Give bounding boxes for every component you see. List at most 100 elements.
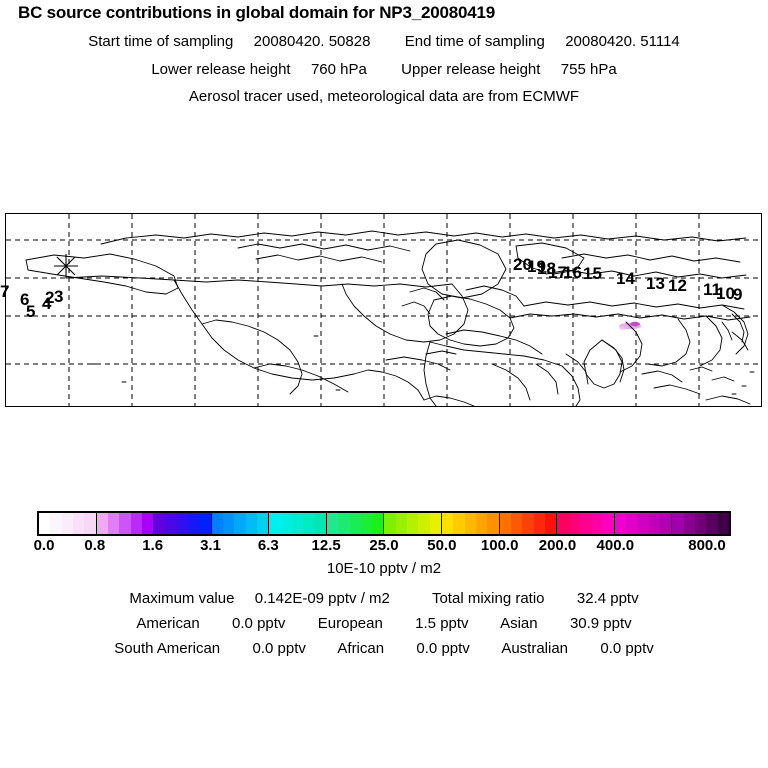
- tracer-note: Aerosol tracer used, meteorological data…: [188, 88, 580, 105]
- end-time-value: 20080420. 51114: [565, 33, 680, 50]
- trajectory-label-17: 17: [548, 263, 567, 282]
- trajectory-label-13: 13: [646, 274, 665, 293]
- colorbar-segment-1: [96, 513, 155, 534]
- colorbar-segment-4: [269, 513, 327, 534]
- colorbar-step: [487, 513, 499, 534]
- colorbar-step: [256, 513, 269, 534]
- colorbar-step: [141, 513, 154, 534]
- trajectory-label-19: 19: [527, 257, 546, 276]
- colorbar-tick-3: 3.1: [200, 537, 221, 554]
- total-mixing-ratio-label: Total mixing ratio: [431, 590, 545, 607]
- colorbar-step: [188, 513, 200, 534]
- upper-release-height-label: Upper release height: [401, 61, 541, 78]
- colorbar-tick-1: 0.8: [84, 537, 106, 554]
- colorbar-step: [694, 513, 707, 534]
- region-european-label: European: [317, 615, 383, 632]
- trajectory-label-12: 12: [668, 276, 687, 295]
- region-african-value: 0.0 pptv: [416, 640, 470, 657]
- colorbar-step: [72, 513, 85, 534]
- colorbar-step: [223, 513, 235, 534]
- colorbar-step: [130, 513, 142, 534]
- trajectory-label-15: 15: [583, 264, 602, 283]
- trajectory-label-16: 16: [563, 263, 582, 282]
- colorbar-segment-11: [672, 513, 729, 534]
- stat-row-maximum: Maximum value 0.142E-09 pptv / m2 Total …: [0, 590, 768, 607]
- start-time-value: 20080420. 50828: [253, 33, 371, 50]
- colorbar-step: [717, 513, 729, 534]
- colorbar-step: [96, 513, 108, 534]
- colorbar-step: [384, 513, 396, 534]
- release-height-line: Lower release height 760 hPa Upper relea…: [0, 61, 768, 78]
- trajectory-label-10: 10: [716, 284, 735, 303]
- colorbar[interactable]: [37, 511, 731, 536]
- colorbar-step: [442, 513, 454, 534]
- region-south-american-label: South American: [114, 640, 221, 657]
- region-australian-label: Australian: [501, 640, 569, 657]
- colorbar-step: [176, 513, 189, 534]
- colorbar-tick-10: 400.0: [596, 537, 635, 554]
- colorbar-step: [614, 513, 627, 534]
- colorbar-segment-8: [499, 513, 558, 534]
- star-marker: [54, 254, 78, 278]
- colorbar-tick-8: 100.0: [480, 537, 519, 554]
- colorbar-segment-6: [384, 513, 443, 534]
- colorbar-step: [522, 513, 534, 534]
- world-map-svg: [6, 214, 761, 406]
- colorbar-step: [464, 513, 476, 534]
- trajectory-label-14: 14: [616, 269, 635, 288]
- colorbar-step: [372, 513, 384, 534]
- colorbar-tick-5: 12.5: [311, 537, 341, 554]
- colorbar-step: [291, 513, 304, 534]
- colorbar-step: [683, 513, 695, 534]
- colorbar-step: [165, 513, 177, 534]
- stat-row-regions-1: American 0.0 pptv European 1.5 pptv Asia…: [0, 615, 768, 632]
- maximum-value-value: 0.142E-09 pptv / m2: [254, 590, 390, 607]
- colorbar-step: [499, 513, 511, 534]
- total-mixing-ratio-value: 32.4 pptv: [576, 590, 639, 607]
- colorbar-step: [475, 513, 488, 534]
- region-american-label: American: [136, 615, 200, 632]
- colorbar-step: [395, 513, 408, 534]
- lower-release-height-label: Lower release height: [151, 61, 291, 78]
- colorbar-step: [557, 513, 569, 534]
- world-map-panel[interactable]: [5, 213, 762, 407]
- start-time-label: Start time of sampling: [88, 33, 234, 50]
- region-european-value: 1.5 pptv: [415, 615, 469, 632]
- trajectory-label-18: 18: [537, 259, 556, 278]
- trajectory-label-5: 5: [26, 302, 36, 321]
- colorbar-step: [579, 513, 592, 534]
- colorbar-step: [84, 513, 96, 534]
- trajectory-label-4: 4: [42, 294, 52, 313]
- colorbar-segment-0: [39, 513, 97, 534]
- colorbar-unit-label: 10E-10 pptv / m2: [326, 560, 442, 577]
- upper-release-height-value: 755 hPa: [560, 61, 617, 78]
- colorbar-step: [637, 513, 649, 534]
- colorbar-step: [360, 513, 373, 534]
- colorbar-tick-9: 200.0: [538, 537, 577, 554]
- maximum-value-label: Maximum value: [129, 590, 235, 607]
- colorbar-tick-11: 800.0: [688, 537, 726, 554]
- colorbar-step: [672, 513, 684, 534]
- colorbar-segment-7: [442, 513, 500, 534]
- trajectory-label-7: 7: [0, 282, 10, 301]
- region-australian-value: 0.0 pptv: [600, 640, 654, 657]
- trajectory-label-9: 9: [733, 285, 743, 304]
- colorbar-step: [568, 513, 580, 534]
- colorbar-segment-10: [614, 513, 673, 534]
- colorbar-step: [119, 513, 131, 534]
- colorbar-tick-7: 50.0: [427, 537, 457, 554]
- trajectory-label-11: 11: [703, 280, 721, 299]
- colorbar-step: [107, 513, 120, 534]
- coastlines: [25, 230, 755, 406]
- colorbar-step: [154, 513, 166, 534]
- colorbar-step: [544, 513, 557, 534]
- colorbar-segment-3: [211, 513, 270, 534]
- colorbar-step: [199, 513, 211, 534]
- colorbar-step: [407, 513, 419, 534]
- colorbar-segment-9: [557, 513, 615, 534]
- colorbar-step: [533, 513, 545, 534]
- colorbar-step: [50, 513, 62, 534]
- colorbar-step: [338, 513, 350, 534]
- colorbar-step: [39, 513, 51, 534]
- colorbar-step: [280, 513, 292, 534]
